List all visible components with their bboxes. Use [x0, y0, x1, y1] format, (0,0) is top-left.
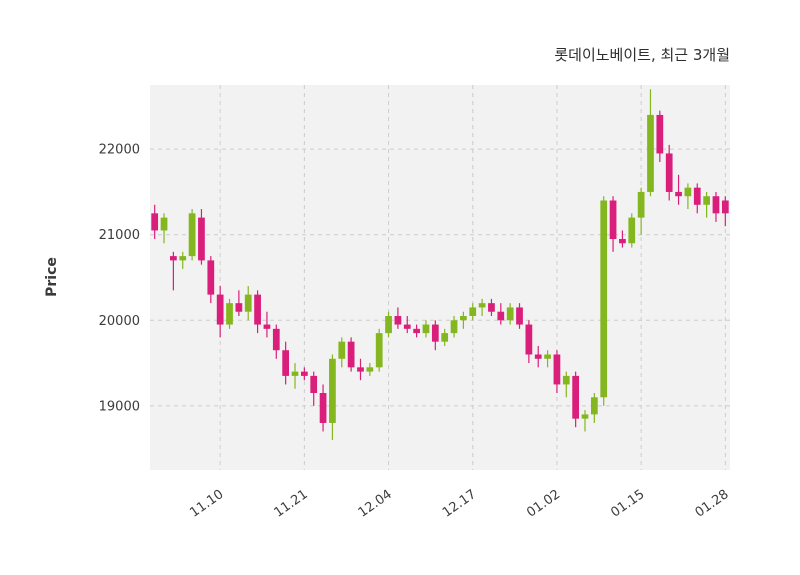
candle [272, 324, 280, 359]
candle [403, 316, 411, 334]
candle [628, 213, 636, 248]
candle [516, 303, 523, 329]
candle [581, 410, 589, 432]
candle [553, 350, 561, 393]
candle [179, 251, 187, 269]
candle [721, 196, 729, 227]
candle [572, 371, 580, 428]
candle [478, 298, 486, 316]
candle [497, 303, 505, 325]
x-tick-label: 12.17 [440, 487, 479, 521]
candle [590, 393, 598, 423]
candle [413, 324, 420, 338]
candle [198, 209, 205, 265]
candle [160, 213, 168, 244]
candle [656, 110, 664, 162]
y-tick-label: 19000 [99, 399, 140, 414]
candle [703, 191, 710, 218]
candle [254, 290, 261, 334]
candle [469, 303, 477, 321]
candle [647, 89, 654, 197]
candle [263, 311, 271, 338]
chart-title: 롯데이노베이트, 최근 3개월 [554, 46, 730, 64]
plot-area [150, 85, 730, 470]
candle [488, 298, 495, 316]
candle [609, 196, 617, 252]
candle [366, 363, 374, 376]
candle [684, 183, 692, 210]
candle [235, 290, 243, 316]
candle [291, 363, 299, 389]
candle [441, 328, 449, 346]
candle [619, 230, 626, 248]
y-axis-label: Price [44, 257, 60, 297]
candle [151, 204, 159, 239]
y-tick-label: 22000 [99, 143, 140, 158]
candle [329, 354, 336, 441]
candle [357, 358, 364, 381]
candle [282, 341, 290, 385]
x-tick-label: 01.02 [524, 487, 563, 521]
candle [300, 367, 308, 381]
candle [562, 371, 570, 398]
candle [525, 320, 533, 364]
candle [244, 286, 252, 321]
y-tick-label: 21000 [99, 228, 140, 243]
candle [712, 191, 720, 222]
candle [207, 256, 215, 304]
candle [319, 384, 327, 432]
candle [544, 350, 551, 368]
candle [226, 298, 233, 329]
candle [450, 316, 458, 338]
x-tick-label: 11.10 [187, 487, 226, 521]
x-tick-label: 01.28 [693, 487, 732, 521]
candle [338, 337, 346, 368]
candle [347, 337, 355, 372]
candle [431, 320, 439, 351]
candle [394, 307, 402, 329]
y-tick-label: 20000 [99, 314, 140, 329]
candle [665, 144, 673, 201]
candle [170, 251, 177, 291]
candle [637, 187, 645, 235]
candle [188, 209, 196, 261]
candle [506, 303, 514, 325]
candle [534, 345, 542, 368]
candle [693, 183, 701, 214]
x-tick-label: 11.21 [272, 487, 311, 521]
candle [422, 320, 430, 338]
candle [460, 311, 467, 329]
candle [675, 174, 682, 205]
x-tick-label: 01.15 [608, 487, 647, 521]
candle [385, 311, 392, 338]
x-tick-label: 12.04 [356, 487, 395, 521]
candle [310, 371, 318, 406]
candle [216, 286, 224, 338]
candle [600, 196, 608, 406]
candle [375, 328, 383, 372]
